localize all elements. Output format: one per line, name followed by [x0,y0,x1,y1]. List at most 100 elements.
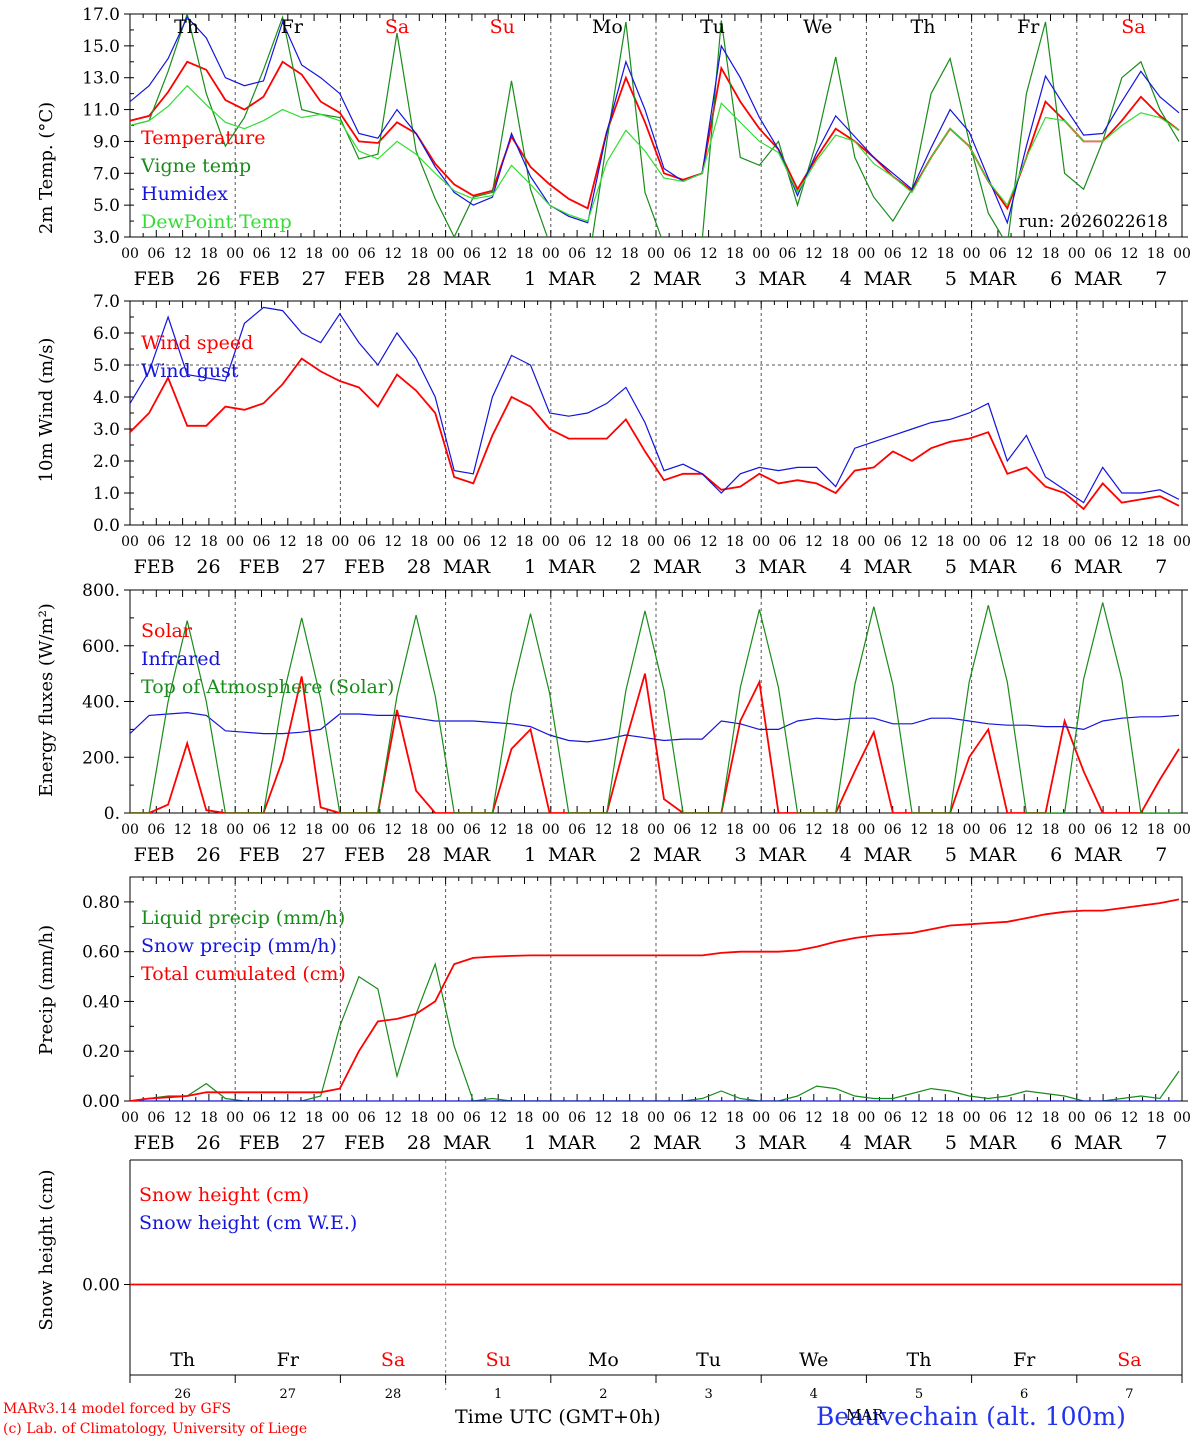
temperature-hour-label: 18 [621,246,639,262]
precip-date-month: MAR [548,1132,596,1154]
energy-hour-label: 06 [1094,822,1112,838]
precip-hour-label: 18 [516,1110,534,1126]
energy-hour-label: 12 [1015,822,1033,838]
temperature-ytick-label: 7.0 [93,164,120,184]
bottom-day-number: 2 [599,1387,607,1402]
temperature-hour-label: 18 [410,246,428,262]
wind-ytick-label: 4.0 [93,388,120,408]
temperature-hour-label: 06 [568,246,586,262]
energy-hour-label: 18 [831,822,849,838]
temperature-ytick-label: 11.0 [82,101,120,121]
energy-date-month: MAR [443,844,491,866]
precip-hour-label: 06 [673,1110,691,1126]
energy-hour-label: 06 [779,822,797,838]
temperature-hour-label: 06 [358,246,376,262]
temperature-hour-label: 12 [489,246,507,262]
energy-hour-label: 06 [568,822,586,838]
energy-ytick-label: 600. [82,637,120,657]
precip-ylabel: Precip (mm/h) [36,925,57,1055]
precip-hour-label: 18 [305,1110,323,1126]
energy-date-month: MAR [758,844,806,866]
energy-hour-label: 00 [121,822,139,838]
wind-hour-label: 00 [752,534,770,550]
snow-ytick-label: 0.00 [82,1276,120,1296]
energy-hour-label: 00 [647,822,665,838]
energy-hour-label: 00 [542,822,560,838]
wind-hour-label: 12 [489,534,507,550]
wind-date-month: MAR [1074,556,1122,578]
wind-hour-label: 12 [910,534,928,550]
wind-ytick-label: 6.0 [93,324,120,344]
top-day-label: Sa [1121,16,1145,38]
energy-hour-label: 12 [910,822,928,838]
wind-ytick-label: 2.0 [93,452,120,472]
precip-date-day: 28 [407,1132,431,1154]
energy-date-day: 28 [407,844,431,866]
precip-hour-label: 12 [1015,1110,1033,1126]
temperature-hour-label: 18 [1147,246,1165,262]
temperature-hour-label: 00 [226,246,244,262]
bottom-day-number: 4 [810,1387,818,1402]
wind-hour-label: 18 [516,534,534,550]
temperature-hour-label: 00 [752,246,770,262]
precip-date-day: 7 [1155,1132,1167,1154]
wind-hour-label: 06 [1094,534,1112,550]
precip-hour-label: 12 [700,1110,718,1126]
energy-date-day: 2 [629,844,641,866]
energy-hour-label: 12 [174,822,192,838]
precip-hour-label: 18 [726,1110,744,1126]
energy-hour-label: 00 [963,822,981,838]
wind-hour-label: 00 [647,534,665,550]
bottom-day-label: Fr [277,1349,300,1371]
bottom-day-label: Sa [381,1349,405,1371]
precip-hour-label: 06 [884,1110,902,1126]
temperature-date-month: MAR [548,268,596,290]
temperature-hour-label: 12 [805,246,823,262]
temperature-ytick-label: 17.0 [82,5,120,25]
wind-hour-label: 18 [305,534,323,550]
energy-ylabel: Energy fluxes (W/m²) [36,603,57,797]
snow-legend-snow-height-cm: Snow height (cm) [139,1184,309,1206]
energy-panel: 0. 200. 400. 600. 800. Energy fluxes (W/m²) So… [36,581,1191,866]
temperature-hour-label: 12 [594,246,612,262]
wind-ytick-label: 3.0 [93,420,120,440]
precip-series-liquid-precip-mm-h [130,962,1180,1101]
precip-date-month: MAR [1074,1132,1122,1154]
top-day-label: Th [911,16,936,38]
wind-date-month: FEB [134,556,175,578]
wind-date-day: 27 [302,556,326,578]
precip-hour-label: 00 [542,1110,560,1126]
precip-hour-label: 06 [989,1110,1007,1126]
temperature-hour-label: 12 [174,246,192,262]
temperature-hour-label: 18 [305,246,323,262]
bottom-day-label: Th [170,1349,195,1371]
bottom-day-label: Mo [588,1349,619,1371]
temperature-date-day: 5 [945,268,957,290]
temperature-hour-label: 18 [936,246,954,262]
temperature-date-day: 26 [196,268,220,290]
precip-panel: 0.00 0.20 0.40 0.60 0.80 Precip (mm/h) Liquid … [36,876,1191,1154]
energy-hour-label: 06 [884,822,902,838]
wind-hour-label: 12 [1015,534,1033,550]
energy-legend-solar: Solar [141,620,193,642]
temperature-date-month: FEB [344,268,385,290]
energy-series-infrared [130,711,1180,743]
energy-hour-label: 00 [1068,822,1086,838]
energy-hour-label: 18 [410,822,428,838]
wind-legend-wind-gust: Wind gust [141,360,239,382]
energy-hour-label: 00 [752,822,770,838]
wind-hour-label: 06 [253,534,271,550]
wind-hour-label: 06 [884,534,902,550]
wind-hour-label: 12 [700,534,718,550]
bottom-day-label: Fr [1013,1349,1036,1371]
temperature-date-month: MAR [758,268,806,290]
temperature-hour-label: 18 [831,246,849,262]
precip-hour-label: 18 [1042,1110,1060,1126]
temperature-panel: 3.0 5.0 7.0 9.0 11.0 13.0 15.0 17.0 2m Temp. (°C… [36,5,1191,290]
temperature-hour-label: 12 [1120,246,1138,262]
energy-hour-label: 06 [253,822,271,838]
energy-hour-label: 06 [358,822,376,838]
precip-date-day: 1 [524,1132,536,1154]
top-day-label: Su [490,16,515,38]
temperature-hour-label: 06 [253,246,271,262]
